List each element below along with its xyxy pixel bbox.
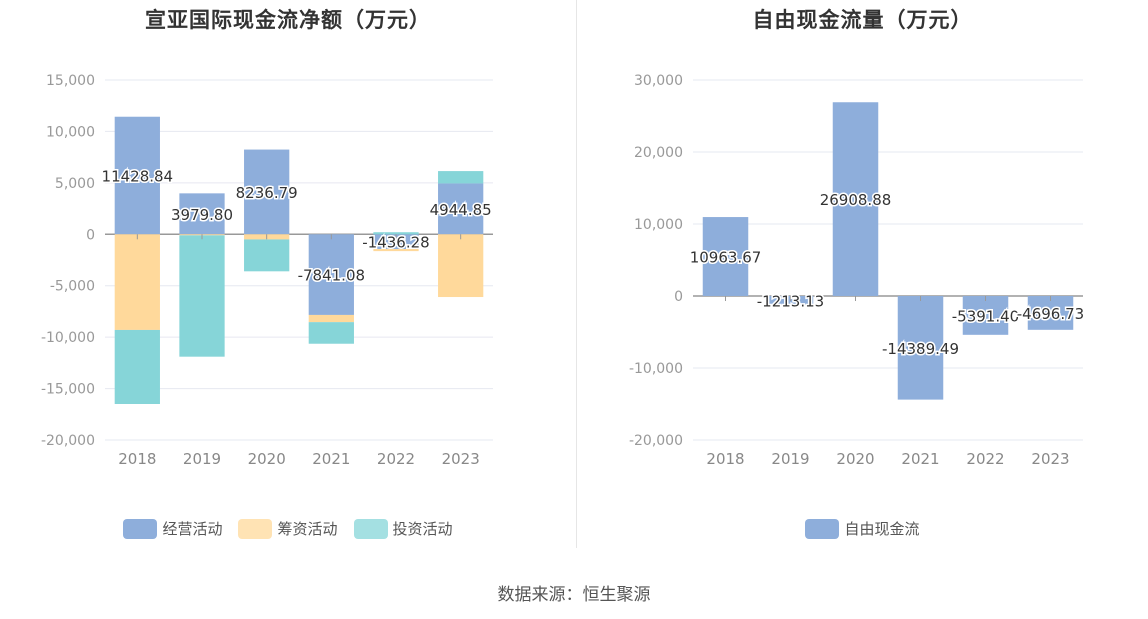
legend-item[interactable]: 自由现金流 bbox=[805, 518, 920, 539]
y-tick-label: 15,000 bbox=[46, 73, 95, 89]
bar-筹资活动 bbox=[373, 249, 419, 252]
bar-投资活动 bbox=[244, 239, 290, 272]
legend: 经营活动 筹资活动 投资活动 bbox=[0, 518, 576, 539]
x-tick-label: 2019 bbox=[183, 450, 221, 468]
x-tick-label: 2020 bbox=[836, 450, 874, 468]
bar-筹资活动 bbox=[114, 234, 160, 330]
bar-自由现金流 bbox=[702, 217, 749, 296]
chart-title: 宣亚国际现金流净额（万元） bbox=[145, 8, 431, 32]
chart-title: 自由现金流量（万元） bbox=[752, 8, 973, 32]
data-label: -14389.49 bbox=[882, 340, 959, 358]
x-tick-label: 2022 bbox=[966, 450, 1004, 468]
bar-经营活动 bbox=[373, 234, 419, 250]
bar-经营活动 bbox=[114, 116, 160, 235]
y-tick-label: -5,000 bbox=[50, 279, 95, 295]
bar-经营活动 bbox=[244, 149, 290, 235]
legend-item[interactable]: 筹资活动 bbox=[238, 518, 338, 539]
data-label: -1436.28 bbox=[362, 234, 429, 252]
y-tick-label: -10,000 bbox=[629, 361, 683, 377]
y-tick-label: -15,000 bbox=[41, 382, 95, 398]
x-tick-label: 2018 bbox=[706, 450, 744, 468]
data-label: 26908.88 bbox=[820, 191, 892, 209]
bar-经营活动 bbox=[179, 193, 225, 235]
legend-item[interactable]: 经营活动 bbox=[123, 518, 222, 539]
bar-投资活动 bbox=[114, 329, 160, 404]
data-source: 数据来源：恒生聚源 bbox=[497, 585, 651, 605]
bar-筹资活动 bbox=[438, 234, 484, 298]
bar-投资活动 bbox=[373, 232, 419, 235]
legend-swatch bbox=[238, 518, 273, 539]
data-label: 3979.80 bbox=[171, 206, 233, 224]
x-tick-label: 2019 bbox=[771, 450, 809, 468]
data-label: 8236.79 bbox=[236, 184, 298, 202]
legend-swatch bbox=[805, 518, 840, 539]
x-tick-label: 2023 bbox=[442, 450, 480, 468]
x-tick-label: 2021 bbox=[312, 450, 350, 468]
bar-经营活动 bbox=[438, 183, 484, 235]
bar-经营活动 bbox=[308, 234, 354, 315]
x-tick-label: 2020 bbox=[248, 450, 286, 468]
legend-swatch bbox=[123, 518, 158, 539]
legend-item[interactable]: 投资活动 bbox=[353, 518, 453, 539]
bar-投资活动 bbox=[438, 171, 484, 184]
legend-swatch bbox=[353, 518, 388, 539]
data-label: -1213.13 bbox=[757, 292, 824, 310]
legend-label: 经营活动 bbox=[162, 520, 223, 538]
data-label: -7841.08 bbox=[298, 267, 365, 285]
data-label: -4696.73 bbox=[1017, 305, 1084, 323]
y-tick-label: 0 bbox=[674, 289, 683, 305]
data-label: 10963.67 bbox=[690, 249, 762, 267]
bar-筹资活动 bbox=[308, 314, 354, 323]
y-tick-label: -20,000 bbox=[629, 433, 683, 449]
bar-投资活动 bbox=[179, 235, 225, 357]
legend-label: 筹资活动 bbox=[277, 520, 338, 538]
bar-投资活动 bbox=[308, 322, 354, 344]
legend-label: 自由现金流 bbox=[844, 520, 920, 538]
y-tick-label: 30,000 bbox=[634, 73, 683, 89]
x-tick-label: 2021 bbox=[901, 450, 939, 468]
x-tick-label: 2022 bbox=[377, 450, 415, 468]
x-tick-label: 2023 bbox=[1031, 450, 1069, 468]
x-tick-label: 2018 bbox=[118, 450, 156, 468]
free-cash-flow-chart: 自由现金流量（万元） 30,000 20,000 10,000 0 -10,000 -20… bbox=[577, 0, 1148, 560]
y-tick-label: -10,000 bbox=[41, 330, 95, 346]
legend-label: 投资活动 bbox=[392, 520, 453, 538]
y-tick-label: -20,000 bbox=[41, 433, 95, 449]
data-label: 4944.85 bbox=[430, 201, 492, 219]
data-label: 11428.84 bbox=[102, 168, 174, 186]
panel-divider bbox=[576, 0, 577, 548]
cash-flow-net-plot: 15,000 10,000 5,000 0 -5,000 -10,000 -15,000 -2… bbox=[41, 73, 493, 468]
y-tick-label: 0 bbox=[86, 227, 95, 243]
bar-自由现金流 bbox=[962, 296, 1009, 335]
cash-flow-net-chart: 宣亚国际现金流净额（万元） 15,000 10,000 5,000 0 -5,000 -1… bbox=[0, 0, 576, 560]
y-tick-label: 10,000 bbox=[634, 217, 683, 233]
data-label: -5391.40 bbox=[952, 307, 1019, 325]
y-tick-label: 5,000 bbox=[55, 176, 95, 192]
y-tick-label: 20,000 bbox=[634, 145, 683, 161]
bar-自由现金流 bbox=[832, 102, 879, 296]
bar-自由现金流 bbox=[897, 296, 944, 400]
free-cash-flow-plot: 30,000 20,000 10,000 0 -10,000 -20,000 2018 201… bbox=[629, 73, 1086, 468]
bar-自由现金流 bbox=[1027, 296, 1074, 330]
y-tick-label: 10,000 bbox=[46, 124, 95, 140]
legend: 自由现金流 bbox=[577, 518, 1148, 539]
